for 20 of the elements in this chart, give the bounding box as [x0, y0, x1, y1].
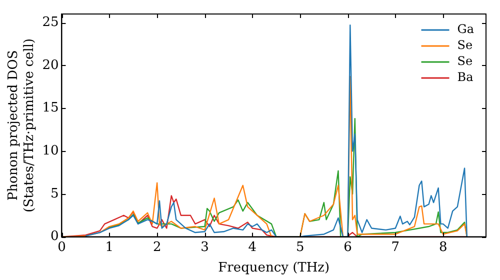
x-tick-label: 6 — [344, 240, 352, 255]
legend-label: Ba — [457, 70, 474, 84]
x-axis-title: Frequency (THz) — [218, 260, 330, 276]
y-tick-label: 20 — [42, 58, 59, 73]
x-tick-label: 3 — [200, 240, 209, 255]
y-tick-label: 15 — [42, 100, 59, 116]
x-tick-label: 1 — [105, 240, 114, 255]
y-tick-label: 10 — [42, 143, 59, 158]
y-tick-label: 25 — [42, 14, 59, 30]
x-tick-label: 2 — [152, 240, 162, 255]
y-axis-title: Phonon projected DOS (States/THz·primitive cell) — [6, 38, 37, 212]
x-tick-label: 8 — [438, 240, 448, 255]
legend-label: Se — [457, 54, 473, 68]
x-tick-label: 7 — [391, 240, 400, 255]
y-tick-label: 0 — [50, 229, 59, 244]
x-tick-label: 5 — [296, 240, 304, 255]
y-tick-label: 5 — [50, 186, 59, 202]
legend-label: Ga — [457, 22, 474, 36]
x-tick-label: 4 — [248, 240, 257, 255]
legend-label: Se — [457, 38, 473, 52]
